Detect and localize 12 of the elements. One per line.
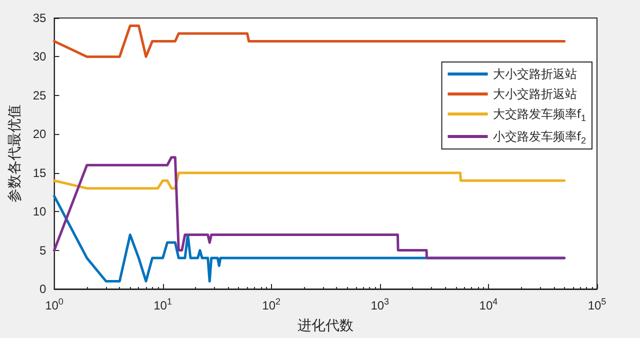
legend-label: 大小交路折返站 [492, 67, 577, 81]
y-tick-label: 5 [40, 243, 47, 258]
y-tick-label: 25 [32, 88, 47, 102]
y-axis-title: 参数各代最优值 [7, 104, 23, 202]
y-tick-label: 20 [32, 127, 47, 142]
y-tick-label: 35 [32, 11, 47, 25]
y-tick-label: 15 [32, 166, 47, 180]
y-tick-label: 10 [32, 204, 47, 219]
y-tick-label: 0 [40, 282, 47, 296]
legend-label: 大小交路折返站 [492, 87, 577, 101]
y-tick-label: 30 [32, 50, 47, 64]
x-axis-title: 进化代数 [298, 318, 354, 334]
